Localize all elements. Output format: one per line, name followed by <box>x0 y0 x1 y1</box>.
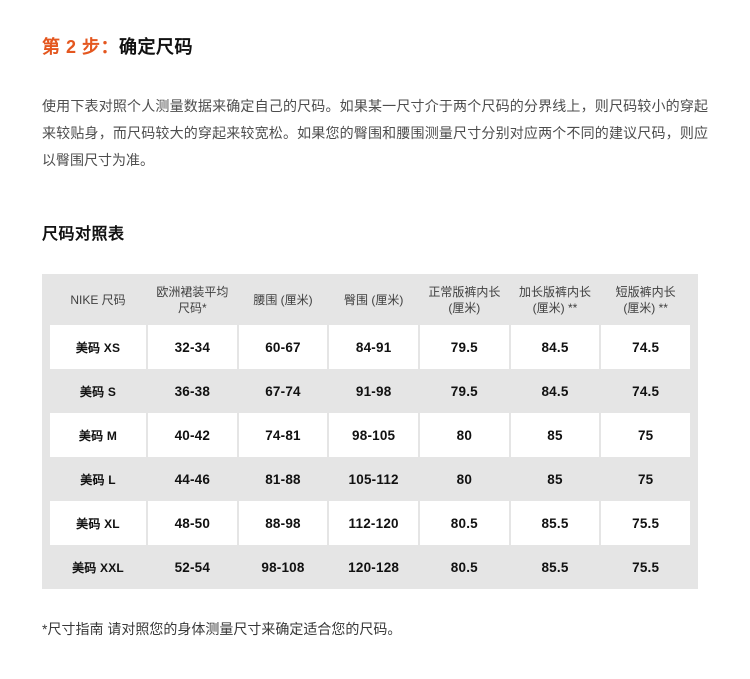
table-cell: 79.5 <box>450 383 478 399</box>
table-cell: 32-34 <box>148 325 237 369</box>
table-cell: 84.5 <box>541 383 569 399</box>
step-title-text: 确定尺码 <box>119 37 194 57</box>
table-cell: 98-105 <box>329 413 418 457</box>
table-cell: 79.5 <box>419 325 509 369</box>
table-row-l: 美码 L 44-46 81-88 105-112 80 85 75 <box>50 457 690 501</box>
table-cell: 84-91 <box>329 325 418 369</box>
table-cell: 112-120 <box>329 501 418 545</box>
table-header-cell-eu-dress-size: 欧洲裙装平均 尺码* <box>148 274 237 325</box>
table-cell: 48-50 <box>148 501 237 545</box>
table-header-cell-regular-inseam: 正常版裤内长 (厘米) <box>420 274 509 325</box>
header-line: 正常版裤内长 <box>428 284 501 299</box>
table-cell: 88-98 <box>238 501 328 545</box>
table-header-row: NIKE 尺码 欧洲裙装平均 尺码* 腰围 (厘米) 臀围 (厘米) 正常版裤内… <box>50 274 690 325</box>
table-cell: 85.5 <box>510 501 600 545</box>
table-cell: 74.5 <box>632 383 660 399</box>
header-line: 腰围 (厘米) <box>253 292 313 307</box>
table-cell-size-label: 美码 XL <box>50 501 146 545</box>
table-row-s: 美码 S 36-38 67-74 91-98 79.5 84.5 74.5 <box>50 369 690 413</box>
table-cell: 75 <box>601 413 690 457</box>
table-cell: 80 <box>419 413 509 457</box>
table-cell: 91-98 <box>355 383 392 399</box>
header-line: 臀围 (厘米) <box>343 292 404 307</box>
table-cell: 98-108 <box>261 559 305 575</box>
table-cell: 85.5 <box>541 559 569 575</box>
header-line: NIKE 尺码 <box>70 292 126 307</box>
table-cell: 80 <box>456 471 473 487</box>
table-cell-size-label: 美码 S <box>79 384 117 399</box>
table-cell: 44-46 <box>174 471 211 487</box>
step-title: 第 2 步：确定尺码 <box>42 33 708 59</box>
table-cell: 75.5 <box>632 559 660 575</box>
table-cell: 85 <box>510 413 600 457</box>
table-cell: 120-128 <box>348 559 400 575</box>
header-line: (厘米) ** <box>623 300 668 315</box>
table-row-xl: 美码 XL 48-50 88-98 112-120 80.5 85.5 75.5 <box>50 501 690 545</box>
table-cell-size-label: 美码 XXL <box>72 560 124 575</box>
table-heading: 尺码对照表 <box>42 226 125 243</box>
table-cell: 85 <box>547 471 563 487</box>
header-line: 尺码* <box>177 300 207 315</box>
step-title-prefix: 第 2 步： <box>42 37 120 57</box>
table-row-m: 美码 M 40-42 74-81 98-105 80 85 75 <box>50 413 690 457</box>
header-line: 加长版裤内长 <box>518 284 591 299</box>
size-chart-table: NIKE 尺码 欧洲裙装平均 尺码* 腰围 (厘米) 臀围 (厘米) 正常版裤内… <box>42 274 698 589</box>
table-header-cell-short-inseam: 短版裤内长 (厘米) ** <box>601 274 690 325</box>
header-line: (厘米) <box>448 300 481 315</box>
table-cell-size-label: 美码 XS <box>50 325 146 369</box>
intro-paragraph: 使用下表对照个人测量数据来确定自己的尺码。如果某一尺寸介于两个尺码的分界线上，则… <box>42 98 708 168</box>
table-cell: 52-54 <box>174 559 211 575</box>
table-cell: 36-38 <box>174 383 211 399</box>
table-cell-size-label: 美码 M <box>50 413 146 457</box>
table-cell-size-label: 美码 L <box>80 472 116 487</box>
header-line: 短版裤内长 <box>615 284 676 299</box>
header-line: (厘米) ** <box>532 300 578 315</box>
table-cell: 80.5 <box>450 559 478 575</box>
table-cell: 74-81 <box>238 413 328 457</box>
table-cell: 80.5 <box>419 501 509 545</box>
table-cell: 75 <box>637 471 654 487</box>
table-header-cell-waist: 腰围 (厘米) <box>239 274 328 325</box>
footnote: *尺寸指南 请对照您的身体测量尺寸来确定适合您的尺码。 <box>42 621 402 637</box>
table-cell: 40-42 <box>148 413 237 457</box>
table-body: 美码 XS 32-34 60-67 84-91 79.5 84.5 74.5 美… <box>50 325 690 589</box>
table-cell: 60-67 <box>238 325 328 369</box>
table-cell: 105-112 <box>348 471 399 487</box>
table-cell: 67-74 <box>265 383 301 399</box>
table-cell: 75.5 <box>601 501 690 545</box>
table-cell: 74.5 <box>601 325 690 369</box>
header-line: 欧洲裙装平均 <box>156 284 229 299</box>
table-row-xxl: 美码 XXL 52-54 98-108 120-128 80.5 85.5 75… <box>50 545 690 589</box>
table-cell: 84.5 <box>510 325 600 369</box>
table-header-cell-long-inseam: 加长版裤内长 (厘米) ** <box>511 274 600 325</box>
table-row-xs: 美码 XS 32-34 60-67 84-91 79.5 84.5 74.5 <box>50 325 690 369</box>
table-header-cell-hip: 臀围 (厘米) <box>329 274 418 325</box>
table-header-cell-nike-size: NIKE 尺码 <box>50 274 146 325</box>
table-cell: 81-88 <box>265 471 301 487</box>
